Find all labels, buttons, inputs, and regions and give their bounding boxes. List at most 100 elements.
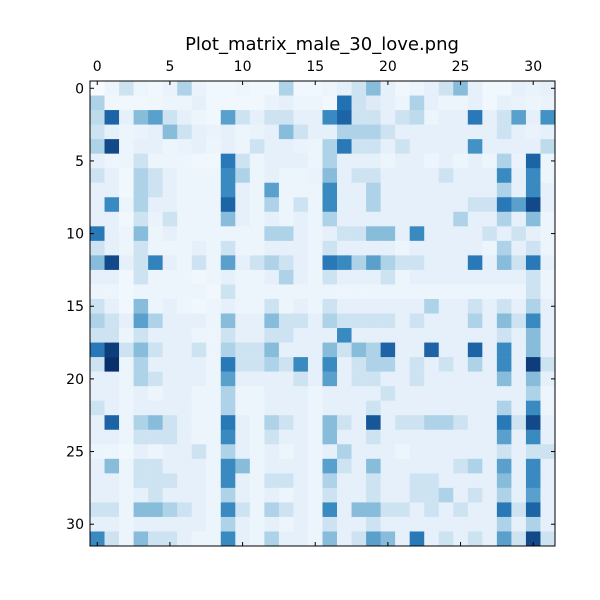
heatmap-cell [482, 371, 498, 387]
x-tick-label: 0 [93, 59, 102, 75]
heatmap-cell [380, 153, 396, 169]
heatmap-cell [162, 269, 178, 285]
heatmap-cell [322, 153, 338, 169]
heatmap-cell [104, 226, 120, 242]
heatmap-cell [278, 153, 294, 169]
heatmap-cell [162, 95, 178, 111]
heatmap-cell [409, 110, 425, 125]
heatmap-cell [278, 400, 294, 416]
heatmap-cell [322, 182, 338, 198]
heatmap-cell [191, 400, 207, 416]
heatmap-cell [409, 458, 425, 474]
heatmap-cell [337, 211, 352, 227]
heatmap-cell [206, 473, 222, 489]
heatmap-cell [90, 110, 105, 125]
heatmap-cell [293, 284, 309, 300]
heatmap-cell [278, 444, 294, 460]
heatmap-cell [322, 226, 338, 242]
heatmap-cell [264, 124, 280, 140]
heatmap-cell [191, 168, 207, 184]
heatmap-cell [148, 284, 163, 300]
heatmap-cell [235, 415, 251, 431]
heatmap-cell [380, 124, 396, 140]
heatmap-cell [293, 342, 309, 358]
heatmap-cell [424, 444, 440, 460]
heatmap-cell [351, 182, 367, 198]
heatmap-cell [424, 473, 440, 489]
heatmap-cell [380, 502, 396, 518]
heatmap-cell [162, 197, 178, 213]
heatmap-cell [133, 313, 149, 329]
y-tick-label: 10 [66, 227, 84, 243]
heatmap-cell [307, 371, 323, 387]
heatmap-cell [278, 458, 294, 474]
heatmap-cell [540, 400, 556, 416]
heatmap-cell [482, 110, 498, 125]
heatmap-cell [278, 124, 294, 140]
heatmap-cell [162, 531, 178, 547]
heatmap-cell [409, 429, 425, 445]
heatmap-cell [278, 415, 294, 431]
heatmap-cell [177, 386, 193, 401]
heatmap-cell [235, 226, 251, 242]
heatmap-cell [307, 81, 323, 96]
heatmap-cell [380, 313, 396, 329]
heatmap-cell [453, 313, 469, 329]
heatmap-cell [380, 284, 396, 300]
heatmap-cell [322, 197, 338, 213]
heatmap-cell [133, 182, 149, 198]
heatmap-cell [104, 400, 120, 416]
heatmap-cell [249, 444, 265, 460]
heatmap-cell [307, 211, 323, 227]
heatmap-cell [511, 458, 527, 474]
heatmap-cell [148, 357, 163, 372]
heatmap-cell [511, 415, 527, 431]
heatmap-cell [90, 168, 105, 184]
heatmap-cell [496, 168, 512, 184]
heatmap-cell [453, 153, 469, 169]
heatmap-cell [482, 313, 498, 329]
heatmap-cell [424, 226, 440, 242]
heatmap-cell [162, 444, 178, 460]
heatmap-cell [525, 415, 541, 431]
heatmap-cell [220, 371, 236, 387]
heatmap-cell [264, 211, 280, 227]
heatmap-cell [191, 386, 207, 401]
heatmap-cell [540, 415, 556, 431]
heatmap-cell [424, 371, 440, 387]
heatmap-cell [220, 516, 236, 532]
heatmap-cell [148, 386, 163, 401]
heatmap-cell [337, 81, 352, 96]
heatmap-cell [337, 386, 352, 401]
heatmap-cell [104, 168, 120, 184]
heatmap-cell [424, 342, 440, 358]
heatmap-cell [453, 226, 469, 242]
heatmap-cell [177, 153, 193, 169]
heatmap-cell [278, 487, 294, 503]
heatmap-cell [133, 473, 149, 489]
heatmap-cell [293, 473, 309, 489]
heatmap-cell [438, 487, 454, 503]
heatmap-cell [119, 386, 134, 401]
heatmap-cell [366, 328, 381, 343]
heatmap-cell [264, 502, 280, 518]
heatmap-cell [278, 110, 294, 125]
heatmap-cell [540, 153, 556, 169]
heatmap-cell [322, 400, 338, 416]
heatmap-cell [278, 182, 294, 198]
heatmap-cell [380, 444, 396, 460]
heatmap-cell [380, 197, 396, 213]
heatmap-cell [409, 182, 425, 198]
heatmap-cell [220, 487, 236, 503]
heatmap-cell [307, 342, 323, 358]
heatmap-cell [293, 400, 309, 416]
heatmap-cell [337, 531, 352, 547]
heatmap-cell [380, 487, 396, 503]
heatmap-cell [395, 502, 410, 518]
heatmap-cell [264, 284, 280, 300]
heatmap-cell [206, 269, 222, 285]
heatmap-cell [177, 400, 193, 416]
heatmap-cell [90, 139, 105, 154]
heatmap-cell [191, 429, 207, 445]
heatmap-cell [293, 487, 309, 503]
